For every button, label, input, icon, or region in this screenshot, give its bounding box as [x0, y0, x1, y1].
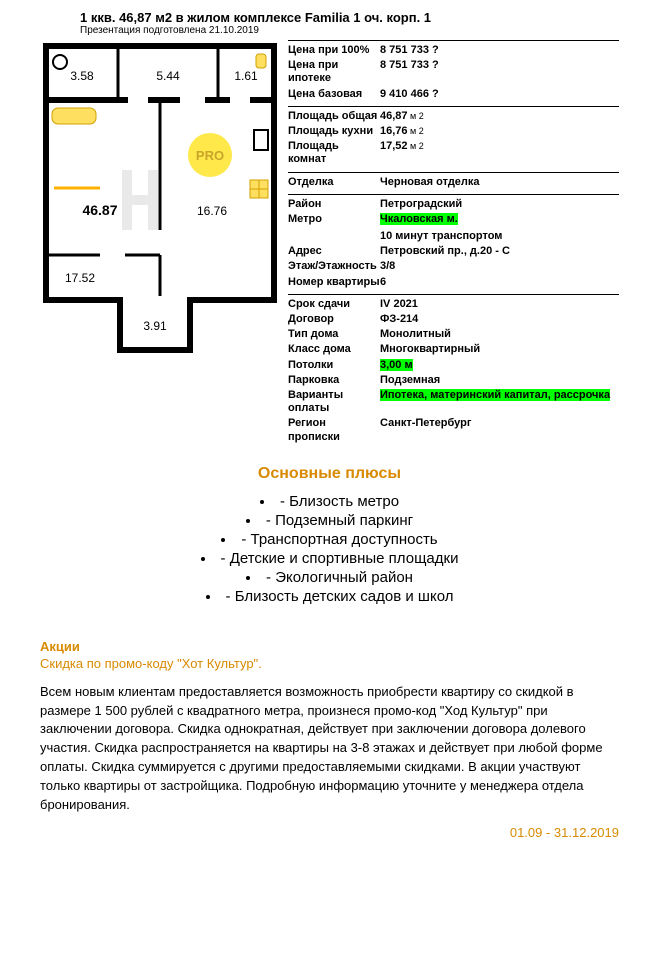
- spec-row: Цена базовая9 410 466 ?: [288, 87, 619, 102]
- spec-row-note: 10 минут транспортом: [288, 227, 619, 244]
- spec-row: Этаж/Этажность3/8: [288, 259, 619, 274]
- spec-label: Срок сдачи: [288, 298, 380, 311]
- spec-row: МетроЧкаловская м.: [288, 212, 619, 227]
- spec-row: Площадь общая46,87 м 2: [288, 109, 619, 124]
- spec-label: Этаж/Этажность: [288, 260, 380, 273]
- spec-value: ФЗ-214: [380, 313, 619, 326]
- spec-label: Площадь комнат: [288, 140, 380, 166]
- spec-row: Класс домаМногоквартирный: [288, 342, 619, 357]
- spec-label: Площадь общая: [288, 110, 380, 123]
- fp-room-main: 46.87: [82, 202, 117, 218]
- spec-row: ПарковкаПодземная: [288, 373, 619, 388]
- spec-value: 8 751 733 ?: [380, 59, 619, 85]
- floorplan-svg: PRO 3.58 5.44 1.61 46.87 16.76 17.52 3.9…: [40, 40, 280, 360]
- spec-label: Адрес: [288, 245, 380, 258]
- spec-value: Подземная: [380, 374, 619, 387]
- plus-item: - Детские и спортивные площадки: [40, 550, 619, 567]
- spec-group: РайонПетроградскийМетроЧкаловская м.10 м…: [288, 194, 619, 294]
- spec-row: ДоговорФЗ-214: [288, 312, 619, 327]
- pluses-list: - Близость метро - Подземный паркинг - Тра…: [40, 493, 619, 605]
- spec-value: 16,76 м 2: [380, 125, 619, 138]
- fp-room-544: 5.44: [156, 69, 180, 83]
- spec-label: Цена базовая: [288, 88, 380, 101]
- fp-room-358: 3.58: [70, 69, 94, 83]
- spec-row: Номер квартиры6: [288, 275, 619, 290]
- pro-badge-text: PRO: [196, 148, 224, 163]
- spec-label: Отделка: [288, 176, 380, 189]
- page-title: 1 ккв. 46,87 м2 в жилом комплексе Famili…: [80, 10, 619, 25]
- spec-value: Петровский пр., д.20 - С: [380, 245, 619, 258]
- spec-label: Цена при 100%: [288, 44, 380, 57]
- spec-group: Площадь общая46,87 м 2Площадь кухни16,76…: [288, 106, 619, 172]
- spec-row: Цена при ипотеке8 751 733 ?: [288, 58, 619, 86]
- spec-value: 9 410 466 ?: [380, 88, 619, 101]
- spec-row: Цена при 100%8 751 733 ?: [288, 43, 619, 58]
- spec-label: Договор: [288, 313, 380, 326]
- spec-value: 6: [380, 276, 619, 289]
- spec-row: Потолки3,00 м: [288, 358, 619, 373]
- plus-item: - Близость детских садов и школ: [40, 588, 619, 605]
- spec-row: Тип домаМонолитный: [288, 327, 619, 342]
- floorplan: PRO 3.58 5.44 1.61 46.87 16.76 17.52 3.9…: [40, 40, 280, 360]
- spec-label: Потолки: [288, 359, 380, 372]
- promo-dates: 01.09 - 31.12.2019: [40, 825, 619, 840]
- pluses-title: Основные плюсы: [40, 465, 619, 483]
- top-row: PRO 3.58 5.44 1.61 46.87 16.76 17.52 3.9…: [40, 40, 619, 449]
- spec-value: Ипотека, материнский капитал, рассрочка: [380, 389, 619, 415]
- fp-room-161: 1.61: [234, 69, 258, 83]
- plus-item: - Транспортная доступность: [40, 531, 619, 548]
- spec-label: Метро: [288, 213, 380, 226]
- spec-label: Номер квартиры: [288, 276, 380, 289]
- spec-group: ОтделкаЧерновая отделка: [288, 172, 619, 194]
- fp-room-1676: 16.76: [197, 204, 227, 218]
- plus-item: - Экологичный район: [40, 569, 619, 586]
- page-subtitle: Презентация подготовлена 21.10.2019: [80, 25, 619, 36]
- spec-row: Срок сдачиIV 2021: [288, 297, 619, 312]
- spec-value: Санкт-Петербург: [380, 417, 619, 443]
- spec-label: Парковка: [288, 374, 380, 387]
- spec-label: Район: [288, 198, 380, 211]
- spec-label: Регион прописки: [288, 417, 380, 443]
- plus-item: - Подземный паркинг: [40, 512, 619, 529]
- spec-value: 3/8: [380, 260, 619, 273]
- spec-row: Площадь кухни16,76 м 2: [288, 124, 619, 139]
- spec-value: Черновая отделка: [380, 176, 619, 189]
- spec-label: Тип дома: [288, 328, 380, 341]
- spec-value: 46,87 м 2: [380, 110, 619, 123]
- fp-room-391: 3.91: [143, 319, 167, 333]
- spec-label: Площадь кухни: [288, 125, 380, 138]
- specs-table: Цена при 100%8 751 733 ?Цена при ипотеке…: [288, 40, 619, 449]
- spec-row: АдресПетровский пр., д.20 - С: [288, 244, 619, 259]
- plus-item: - Близость метро: [40, 493, 619, 510]
- spec-row: Площадь комнат17,52 м 2: [288, 139, 619, 167]
- promo-title: Акции: [40, 639, 619, 654]
- spec-value: Петроградский: [380, 198, 619, 211]
- spec-value: 8 751 733 ?: [380, 44, 619, 57]
- spec-value: 17,52 м 2: [380, 140, 619, 166]
- spec-label: Варианты оплаты: [288, 389, 380, 415]
- spec-value: Монолитный: [380, 328, 619, 341]
- spec-row: РайонПетроградский: [288, 197, 619, 212]
- spec-row: ОтделкаЧерновая отделка: [288, 175, 619, 190]
- spec-label: Цена при ипотеке: [288, 59, 380, 85]
- spec-value: 3,00 м: [380, 359, 619, 372]
- spec-value: Многоквартирный: [380, 343, 619, 356]
- spec-value: Чкаловская м.: [380, 213, 619, 226]
- promo-subtitle: Скидка по промо-коду "Хот Культур".: [40, 656, 619, 671]
- spec-value: IV 2021: [380, 298, 619, 311]
- spec-group: Срок сдачиIV 2021ДоговорФЗ-214Тип домаМо…: [288, 294, 619, 449]
- promo-body: Всем новым клиентам предоставляется возм…: [40, 683, 619, 815]
- spec-label: Класс дома: [288, 343, 380, 356]
- spec-row: Варианты оплатыИпотека, материнский капи…: [288, 388, 619, 416]
- spec-row: Регион пропискиСанкт-Петербург: [288, 416, 619, 444]
- fp-room-1752: 17.52: [65, 271, 95, 285]
- spec-group: Цена при 100%8 751 733 ?Цена при ипотеке…: [288, 40, 619, 106]
